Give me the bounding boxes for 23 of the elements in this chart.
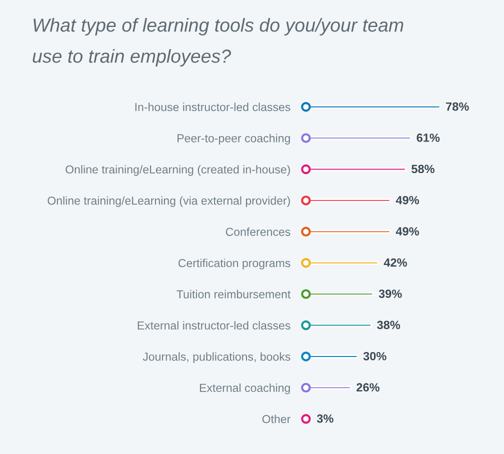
y-tick-label: Online training/eLearning (via external provider) xyxy=(48,196,290,208)
data-label: 26% xyxy=(356,383,380,392)
y-tick-label: External coaching xyxy=(200,384,290,394)
data-label: 49% xyxy=(396,227,420,236)
y-tick-label: Conferences xyxy=(226,228,290,236)
data-label: 49% xyxy=(396,196,420,204)
data-label: 3% xyxy=(316,414,334,423)
chart-title: What type of learning tools do you/your team use to train employees? xyxy=(32,18,404,67)
data-label: 61% xyxy=(416,134,440,142)
data-label: 58% xyxy=(412,164,434,174)
data-label: 42% xyxy=(384,258,407,267)
y-tick-label: Peer-to-peer coaching xyxy=(178,134,290,145)
y-tick-label: In-house instructor-led classes xyxy=(135,102,290,112)
y-tick-label: External instructor-led classes xyxy=(138,321,290,330)
data-label: 30% xyxy=(363,352,386,360)
y-tick-label: Other xyxy=(262,414,290,424)
data-label: 78% xyxy=(446,102,469,111)
y-tick-label: Journals, publications, books xyxy=(142,352,290,364)
y-tick-label: Tuition reimbursement xyxy=(176,290,291,298)
data-label: 38% xyxy=(377,320,400,330)
y-tick-label: Certification programs xyxy=(178,258,290,270)
data-label: 39% xyxy=(378,290,402,298)
y-tick-label: Online training/eLearning (created in-house) xyxy=(66,165,290,176)
